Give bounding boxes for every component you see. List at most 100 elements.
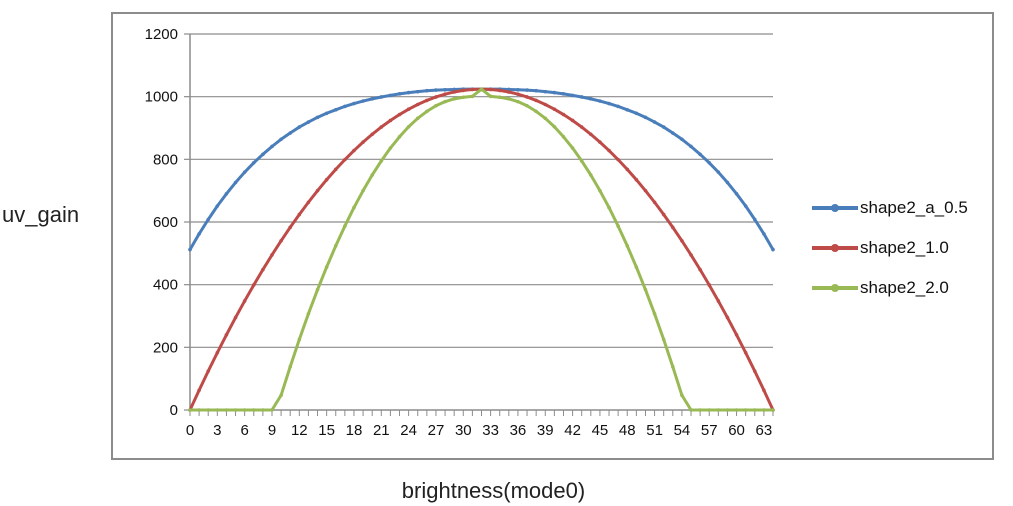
x-tick-label: 21: [373, 422, 390, 439]
x-tick-label: 39: [537, 422, 554, 439]
series-0-point: [707, 160, 712, 165]
series-0-point: [771, 247, 775, 252]
series-2-point: [543, 116, 548, 121]
series-1-point: [324, 177, 329, 182]
series-2-point: [306, 312, 311, 316]
series-0-point: [288, 131, 293, 135]
series-0-point: [251, 160, 256, 165]
series-0-point: [643, 115, 648, 120]
series-0-point: [534, 88, 538, 93]
series-2-point: [561, 134, 566, 139]
series-0-point: [197, 232, 201, 236]
series-2-point: [333, 244, 338, 248]
series-0-point: [261, 152, 265, 157]
series-1-point: [698, 267, 702, 272]
series-1-point: [425, 98, 429, 103]
x-tick-label: 51: [646, 422, 663, 439]
series-0-point: [725, 180, 730, 185]
series-0-point: [625, 108, 630, 112]
series-1-point: [270, 253, 274, 257]
gridlines: [190, 33, 773, 348]
series-2-point: [516, 99, 520, 104]
series-1-point: [333, 167, 338, 172]
series-0-point: [388, 93, 393, 98]
series-2-point: [616, 224, 620, 228]
series-1-point: [452, 90, 456, 94]
y-tick-label: 600: [153, 214, 178, 231]
series-0-point: [434, 88, 438, 92]
series-1-point: [752, 369, 757, 373]
series-2-point: [525, 103, 529, 108]
series-1-point: [233, 315, 238, 320]
series-0-point: [734, 192, 739, 196]
series-1-point: [680, 239, 684, 243]
x-tick-label: 6: [240, 422, 248, 439]
series-1-point: [288, 225, 293, 230]
series-2-point: [488, 94, 493, 99]
series-1-point: [397, 112, 402, 117]
series-1-point: [670, 225, 675, 230]
series-0-point: [233, 180, 238, 185]
series-2-point: [279, 393, 283, 398]
series-2-point: [652, 312, 657, 316]
series-1-point: [224, 333, 229, 337]
series-0-point: [652, 120, 657, 124]
series-1-point: [607, 148, 611, 153]
series-0-point: [270, 144, 274, 149]
series-2-point: [270, 408, 274, 412]
x-tick-label: 0: [186, 422, 194, 439]
series-lines: [188, 87, 775, 412]
series-2-point: [352, 205, 356, 210]
series-2-point: [716, 408, 721, 412]
legend-label-0: shape2_a_0.5: [860, 198, 968, 217]
series-0-point: [315, 115, 320, 120]
series-2-point: [388, 146, 393, 150]
series-0-point: [743, 204, 748, 208]
series-1-point: [661, 212, 666, 217]
series-2-point: [771, 408, 775, 412]
series-2-point: [315, 287, 320, 292]
series-0-point: [215, 204, 220, 208]
series-1-point: [561, 112, 566, 117]
legend-item-series-0: shape2_a_0.5: [812, 188, 968, 228]
series-2-point: [406, 124, 411, 129]
series-1-point: [306, 200, 311, 205]
series-0-point: [333, 108, 338, 112]
y-tick-label: 200: [153, 339, 178, 356]
series-1-point: [261, 267, 265, 272]
series-2-point: [507, 97, 511, 101]
series-1-point: [652, 200, 657, 205]
series-0-point: [598, 99, 602, 103]
series-0-point: [516, 87, 520, 92]
series-2-point: [461, 95, 466, 100]
x-tick-label: 9: [268, 422, 276, 439]
y-tick-label: 1000: [145, 89, 178, 106]
y-tick-label: 400: [153, 277, 178, 294]
series-0-point: [306, 120, 311, 124]
series-2-point: [589, 173, 593, 177]
series-0-point: [206, 217, 211, 222]
series-0-point: [397, 92, 402, 96]
y-axis-label: uv_gain: [2, 202, 80, 227]
series-2-point: [206, 408, 211, 412]
series-0-point: [607, 101, 611, 106]
series-1-point: [716, 299, 721, 303]
x-tick-label: 42: [564, 422, 581, 439]
series-0-point: [716, 170, 721, 174]
y-tick-label: 1200: [145, 26, 178, 43]
series-0-point: [543, 89, 548, 94]
series-2-point: [361, 188, 365, 193]
series-0-point: [443, 87, 447, 92]
x-tick-label: 36: [510, 422, 527, 439]
series-1-point: [543, 102, 548, 107]
series-0-point: [297, 125, 302, 129]
series-1-point: [215, 350, 220, 355]
series-1-point: [625, 167, 630, 172]
x-tick-label: 54: [674, 422, 691, 439]
series-1-point: [461, 88, 466, 93]
series-2-point: [288, 364, 293, 369]
legend-swatch-1: [812, 244, 858, 252]
legend-item-series-1: shape2_1.0: [812, 228, 968, 268]
series-2-point: [643, 287, 648, 292]
series-1-point: [434, 95, 438, 99]
